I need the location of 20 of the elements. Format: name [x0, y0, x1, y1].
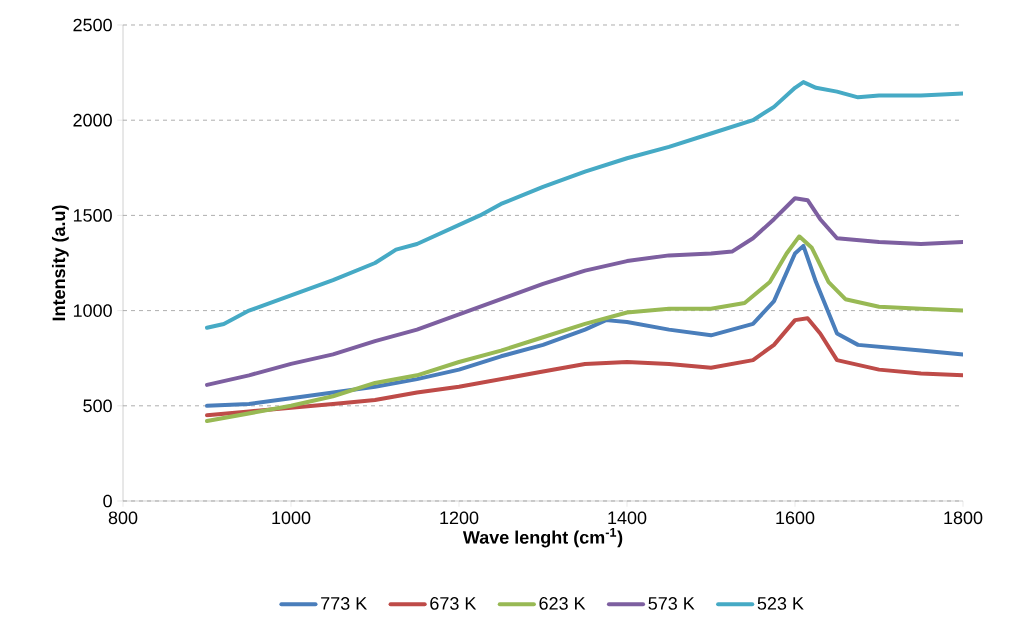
x-tick-label: 1200 [440, 511, 479, 525]
x-tick-label: 1000 [272, 511, 311, 525]
legend-label: 773 K [321, 597, 368, 610]
legend-label: 623 K [539, 597, 586, 610]
y-tick-label: 1000 [73, 304, 112, 317]
legend-label: 523 K [757, 597, 804, 610]
y-axis-title: Intensity (a.u) [51, 205, 69, 321]
x-axis-title: Wave lenght (cm$^{-1}$) [462, 527, 623, 548]
x-tick-label: 1800 [944, 511, 983, 525]
y-tick-label: 0 [103, 494, 112, 508]
line-series [205, 196, 964, 387]
x-tick-label: 800 [108, 511, 138, 525]
y-tick-label: 2500 [73, 18, 112, 32]
y-tick-label: 2000 [73, 113, 112, 127]
legend-label: 673 K [430, 597, 477, 610]
y-tick-label: 500 [83, 399, 112, 413]
x-tick-label: 1600 [776, 511, 815, 525]
y-tick-label: 1500 [73, 209, 112, 222]
legend-label: 573 K [648, 597, 695, 610]
x-tick-label: 1400 [608, 511, 647, 525]
